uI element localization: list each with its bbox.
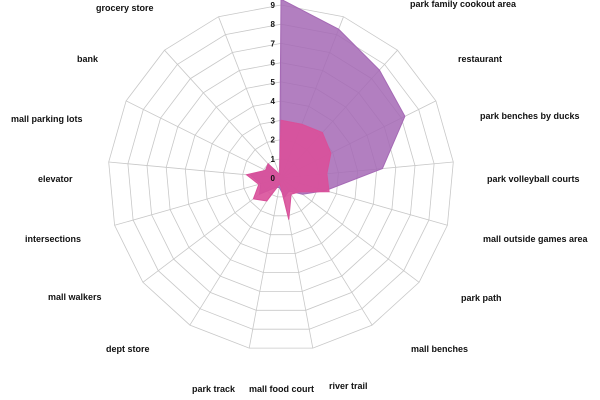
category-label: mall outside games area	[483, 234, 589, 244]
category-label: park family cookout area	[410, 0, 517, 9]
grid-ring	[108, 4, 454, 349]
category-label: mall food court	[249, 384, 314, 394]
radial-tick-label: 2	[271, 136, 276, 145]
radial-tick-labels: 0 1 2 3 4 5 6 7 8 9	[271, 1, 276, 183]
category-label: dept store	[106, 344, 150, 354]
grid-ring	[127, 23, 435, 330]
grid-spoke	[280, 177, 420, 283]
radial-tick-label: 5	[271, 78, 276, 87]
category-label: park volleyball courts	[487, 174, 580, 184]
category-label: elevator	[38, 174, 73, 184]
radial-tick-label: 8	[271, 20, 276, 29]
radial-tick-label: 9	[271, 1, 276, 10]
radial-tick-label: 6	[271, 59, 276, 68]
radial-tick-label: 7	[271, 39, 276, 48]
category-label: restaurant	[458, 54, 502, 64]
category-label: river trail	[329, 381, 368, 391]
radial-tick-label: 3	[271, 116, 276, 125]
category-label: mall benches	[411, 344, 468, 354]
category-label: park benches by ducks	[480, 111, 580, 121]
category-label: intersections	[25, 234, 81, 244]
radial-tick-label: 0	[271, 174, 276, 183]
grid-spoke	[248, 177, 282, 349]
grid-spoke	[189, 177, 282, 326]
category-label: park path	[461, 293, 502, 303]
radial-tick-label: 1	[271, 155, 276, 164]
series-area-2	[245, 119, 332, 220]
category-label: mall walkers	[48, 292, 102, 302]
radar-series	[245, 0, 406, 220]
grid-spoke	[114, 177, 282, 226]
radial-tick-label: 4	[271, 97, 276, 106]
grid-spoke	[280, 177, 373, 326]
category-label: grocery store	[96, 3, 154, 13]
grid-spoke	[125, 100, 282, 179]
grid-spoke	[218, 16, 282, 179]
category-label: bank	[77, 54, 99, 64]
grid-spoke	[164, 49, 282, 179]
category-labels: park family cookout area restaurant park b…	[11, 0, 589, 394]
category-label: park track	[192, 384, 236, 394]
category-label: mall parking lots	[11, 114, 83, 124]
